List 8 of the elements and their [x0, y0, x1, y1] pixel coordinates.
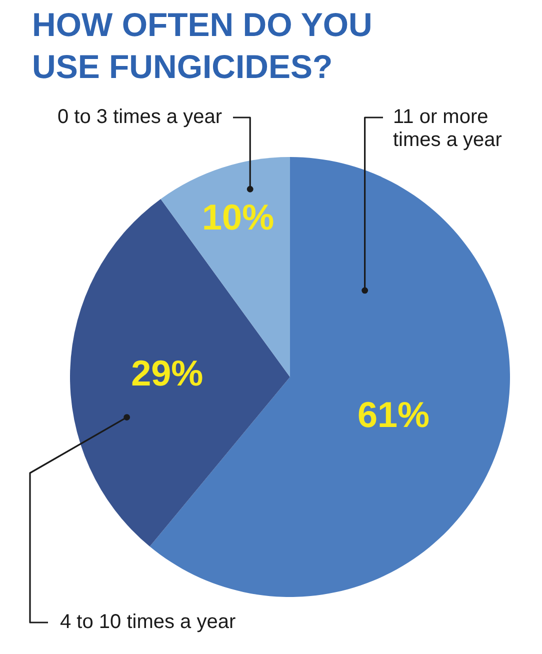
data-label: 61% — [357, 394, 430, 435]
slice-label: 4 to 10 times a year — [60, 611, 236, 634]
pie-slice — [70, 199, 290, 547]
data-label: 29% — [131, 352, 204, 394]
slice-label: 11 or more times a year — [393, 106, 503, 152]
slice-label: 0 to 3 times a year — [57, 106, 222, 129]
data-label: 10% — [202, 196, 274, 238]
chart-title: HOW OFTEN DO YOU USE FUNGICIDES? — [32, 5, 374, 87]
